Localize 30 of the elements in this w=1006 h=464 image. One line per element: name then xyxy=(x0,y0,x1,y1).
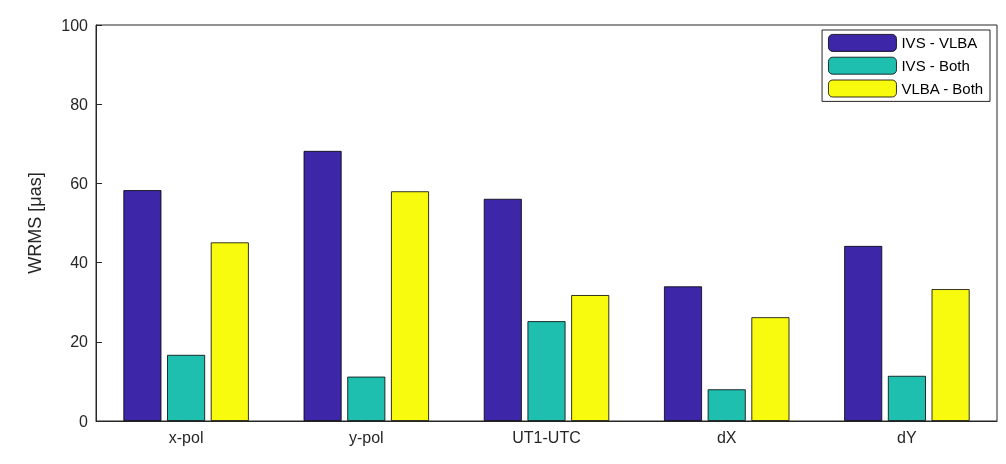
x-tick-label: y-pol xyxy=(348,428,384,446)
y-axis-title: WRMS [μas] xyxy=(25,172,45,274)
bar xyxy=(210,242,249,421)
bar xyxy=(887,375,926,421)
bar xyxy=(664,286,702,421)
y-tick-label: 40 xyxy=(70,254,89,272)
bar xyxy=(527,321,566,421)
bar xyxy=(931,289,970,421)
bar xyxy=(123,190,162,421)
bar xyxy=(751,317,790,421)
bar xyxy=(844,245,883,421)
bar xyxy=(391,191,429,421)
x-tick-label: UT1-UTC xyxy=(512,428,581,446)
legend-label: VLBA - Both xyxy=(901,80,984,97)
bar xyxy=(347,376,386,421)
bar xyxy=(167,354,206,421)
x-tick-label: x-pol xyxy=(168,428,204,446)
legend-label: IVS - Both xyxy=(901,57,970,75)
y-tick-label: 80 xyxy=(70,95,89,113)
bar xyxy=(571,295,610,421)
x-tick-label: dX xyxy=(716,428,737,446)
bar xyxy=(303,150,342,421)
y-tick-label: 100 xyxy=(61,16,89,34)
y-tick-label: 0 xyxy=(79,412,89,430)
bar xyxy=(707,389,746,421)
y-tick-label: 60 xyxy=(70,174,89,192)
legend-label: IVS - VLBA xyxy=(901,34,978,52)
bar xyxy=(483,198,522,421)
x-tick-label: dY xyxy=(897,428,918,446)
y-tick-label: 20 xyxy=(70,333,89,351)
